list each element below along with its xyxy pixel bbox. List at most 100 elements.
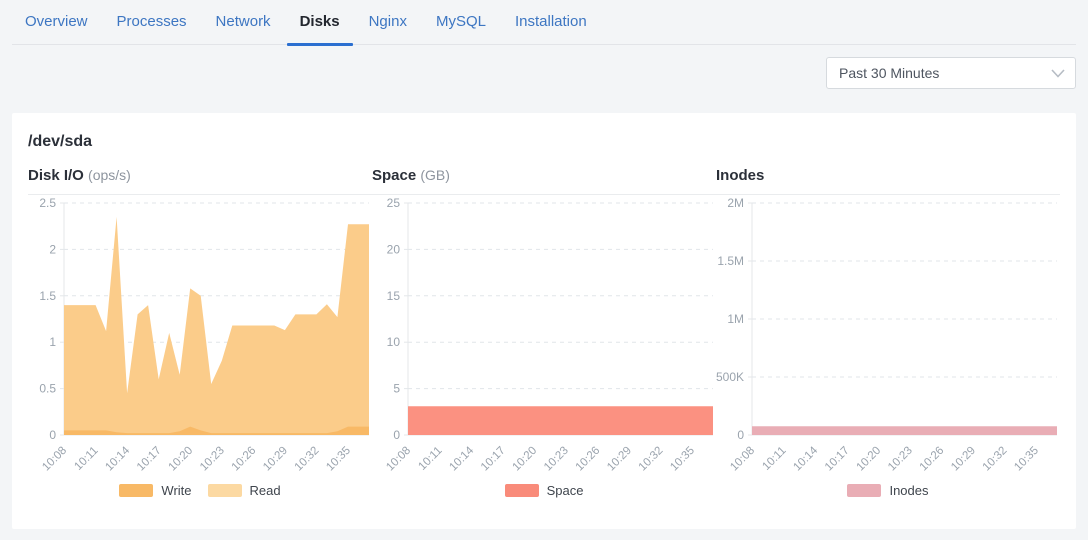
x-axis-label: 10:17 bbox=[135, 445, 164, 474]
legend-label-write: Write bbox=[161, 483, 192, 498]
legend-inodes: Inodes bbox=[716, 483, 1060, 498]
chart-col-space: 0 5 10 15 20 25 10:08 10:11 10:14 10:17 10:20 10:23… bbox=[372, 195, 716, 498]
chart-title-text: Inodes bbox=[716, 167, 765, 184]
legend-item-write[interactable]: Write bbox=[119, 483, 192, 498]
chevron-down-icon bbox=[1051, 68, 1065, 78]
y-axis: 0 5 10 15 20 25 bbox=[387, 196, 713, 442]
legend-item-read[interactable]: Read bbox=[207, 483, 281, 498]
legend-label-read: Read bbox=[249, 483, 281, 498]
tab-network[interactable]: Network bbox=[215, 13, 271, 30]
x-axis-label: 10:29 bbox=[261, 445, 290, 474]
x-axis-label: 10:32 bbox=[293, 445, 322, 474]
x-axis-label: 10:35 bbox=[324, 445, 353, 474]
tab-nginx[interactable]: Nginx bbox=[368, 13, 407, 30]
x-axis-label: 10:32 bbox=[637, 445, 666, 474]
chart-title-inodes: Inodes bbox=[716, 167, 1060, 184]
legend-swatch-write bbox=[119, 484, 154, 497]
chart-title-disk-io: Disk I/O (ops/s) bbox=[28, 167, 372, 184]
device-panel: /dev/sda Disk I/O (ops/s) Space (GB) Inode… bbox=[12, 113, 1076, 529]
tab-bar: Overview Processes Network Disks Nginx MySQL I… bbox=[12, 0, 1076, 46]
x-axis-label: 10:26 bbox=[230, 445, 259, 474]
toolbar: Past 30 Minutes bbox=[12, 57, 1076, 89]
x-axis-label: 10:17 bbox=[823, 445, 852, 474]
y-axis-label: 1.5 bbox=[39, 289, 56, 303]
series-area-read bbox=[64, 216, 369, 435]
x-axis-label: 10:29 bbox=[605, 445, 634, 474]
tab-disks[interactable]: Disks bbox=[286, 13, 353, 46]
y-axis-label: 1M bbox=[727, 312, 744, 326]
x-axis: 10:08 10:11 10:14 10:17 10:20 10:23 10:26 10:29… bbox=[728, 444, 1041, 473]
x-axis-label: 10:11 bbox=[760, 445, 788, 473]
legend-item-inodes[interactable]: Inodes bbox=[847, 483, 929, 498]
series-area-inodes bbox=[752, 426, 1057, 435]
y-axis-label: 10 bbox=[387, 335, 401, 349]
y-axis-label: 1.5M bbox=[717, 254, 744, 268]
y-axis-label: 2 bbox=[49, 242, 56, 256]
y-axis-label: 2M bbox=[727, 196, 744, 210]
y-axis-label: 5 bbox=[393, 382, 400, 396]
chart-titles-row: Disk I/O (ops/s) Space (GB) Inodes bbox=[28, 167, 1060, 195]
x-axis-label: 10:14 bbox=[447, 444, 476, 473]
charts-row: 0 0.5 1 1.5 2 2.5 10:08 10:11 10:14 10:17 10:20 10:… bbox=[28, 195, 1060, 498]
x-axis-label: 10:20 bbox=[166, 445, 195, 474]
y-axis: 0 500K 1M 1.5M 2M bbox=[716, 196, 1057, 442]
chart-title-unit: (ops/s) bbox=[88, 167, 131, 183]
timeframe-select[interactable]: Past 30 Minutes bbox=[826, 57, 1076, 89]
x-axis-label: 10:32 bbox=[981, 445, 1010, 474]
y-axis-label: 15 bbox=[387, 289, 401, 303]
series-area-space bbox=[408, 406, 713, 435]
y-axis-label: 0.5 bbox=[39, 382, 56, 396]
y-axis-label: 25 bbox=[387, 196, 401, 210]
chart-title-text: Disk I/O bbox=[28, 167, 84, 184]
y-axis-label: 1 bbox=[49, 335, 56, 349]
series-area-write bbox=[64, 426, 369, 435]
chart-space: 0 5 10 15 20 25 10:08 10:11 10:14 10:17 10:20 10:23… bbox=[384, 196, 713, 473]
x-axis: 10:08 10:11 10:14 10:17 10:20 10:23 10:26 10:29… bbox=[384, 444, 697, 473]
legend-swatch-space bbox=[504, 484, 539, 497]
y-axis-label: 0 bbox=[737, 428, 744, 442]
y-axis-label: 0 bbox=[393, 428, 400, 442]
legend-label-space: Space bbox=[546, 483, 584, 498]
x-axis-label: 10:17 bbox=[479, 445, 508, 474]
x-axis-label: 10:35 bbox=[1012, 445, 1041, 474]
chart-col-disk-io: 0 0.5 1 1.5 2 2.5 10:08 10:11 10:14 10:17 10:20 10:… bbox=[28, 195, 372, 498]
timeframe-select-value: Past 30 Minutes bbox=[839, 65, 940, 81]
x-axis-label: 10:14 bbox=[791, 444, 820, 473]
legend-swatch-read bbox=[207, 484, 242, 497]
tab-mysql[interactable]: MySQL bbox=[435, 13, 486, 30]
x-axis-label: 10:23 bbox=[886, 445, 915, 474]
x-axis-label: 10:29 bbox=[949, 445, 978, 474]
x-axis-label: 10:14 bbox=[103, 444, 132, 473]
legend-swatch-inodes bbox=[847, 484, 882, 497]
x-axis-label: 10:08 bbox=[40, 445, 69, 474]
x-axis-label: 10:20 bbox=[854, 445, 883, 474]
legend-disk-io: Write Read bbox=[28, 483, 372, 498]
device-title: /dev/sda bbox=[28, 133, 93, 150]
x-axis-label: 10:23 bbox=[198, 445, 227, 474]
chart-title-unit: (GB) bbox=[420, 167, 450, 183]
legend-item-space[interactable]: Space bbox=[504, 483, 584, 498]
chart-title-space: Space (GB) bbox=[372, 167, 716, 184]
x-axis: 10:08 10:11 10:14 10:17 10:20 10:23 10:26 10:29… bbox=[40, 444, 353, 473]
y-axis-label: 0 bbox=[49, 428, 56, 442]
y-axis-label: 20 bbox=[387, 242, 401, 256]
tab-installation[interactable]: Installation bbox=[514, 13, 587, 30]
legend-label-inodes: Inodes bbox=[889, 483, 929, 498]
x-axis-label: 10:08 bbox=[384, 445, 413, 474]
chart-disk-io: 00.511.522.510:08 10:11 10:14 10:17 10:20 10:… bbox=[39, 196, 369, 473]
x-axis-label: 10:35 bbox=[668, 445, 697, 474]
x-axis-label: 10:11 bbox=[72, 445, 100, 473]
y-axis-label: 2.5 bbox=[39, 196, 56, 210]
x-axis-label: 10:26 bbox=[574, 445, 603, 474]
x-axis-label: 10:11 bbox=[416, 445, 444, 473]
y-axis-label: 500K bbox=[716, 370, 744, 384]
x-axis-label: 10:20 bbox=[510, 445, 539, 474]
x-axis-label: 10:08 bbox=[728, 445, 757, 474]
legend-space: Space bbox=[372, 483, 716, 498]
tab-processes[interactable]: Processes bbox=[116, 13, 187, 30]
tab-overview[interactable]: Overview bbox=[25, 13, 88, 30]
x-axis-label: 10:26 bbox=[918, 445, 947, 474]
chart-col-inodes: 0 500K 1M 1.5M 2M 10:08 10:11 10:14 10:17 10:20 10… bbox=[716, 195, 1060, 498]
x-axis-label: 10:23 bbox=[542, 445, 571, 474]
